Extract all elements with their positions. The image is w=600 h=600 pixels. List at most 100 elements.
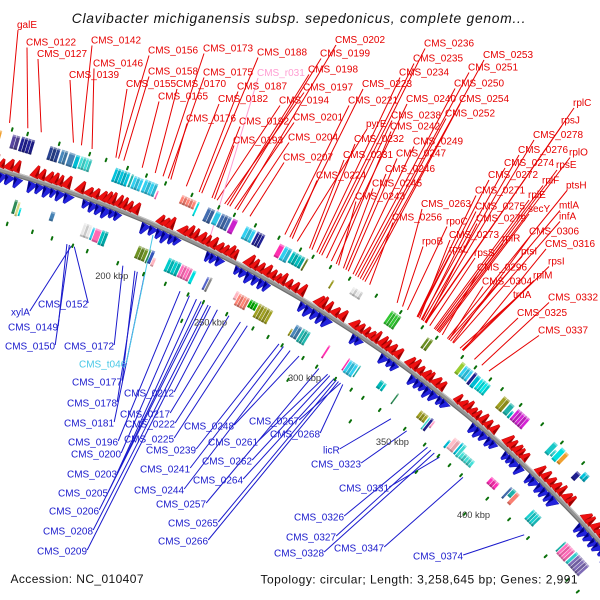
svg-text:CMS_t046: CMS_t046 xyxy=(79,360,127,371)
svg-text:CMS_0249: CMS_0249 xyxy=(413,137,463,148)
svg-text:CMS_0173: CMS_0173 xyxy=(203,44,253,55)
svg-text:CMS_0188: CMS_0188 xyxy=(257,48,307,59)
svg-text:pyrE: pyrE xyxy=(366,119,387,130)
svg-text:CMS_0207: CMS_0207 xyxy=(283,153,333,164)
svg-text:CMS_0326: CMS_0326 xyxy=(294,513,344,524)
svg-text:CMS_0150: CMS_0150 xyxy=(5,342,55,353)
svg-text:CMS_r031: CMS_r031 xyxy=(257,68,305,79)
svg-text:rpsI: rpsI xyxy=(548,257,565,268)
svg-text:CMS_0217: CMS_0217 xyxy=(120,410,170,421)
svg-text:CMS_0221: CMS_0221 xyxy=(348,96,398,107)
svg-text:CMS_0242: CMS_0242 xyxy=(390,122,440,133)
svg-text:rpsL: rpsL xyxy=(449,245,469,256)
svg-text:CMS_0244: CMS_0244 xyxy=(134,486,184,497)
svg-text:CMS_0149: CMS_0149 xyxy=(8,323,58,334)
svg-text:CMS_0306: CMS_0306 xyxy=(529,227,579,238)
svg-text:CMS_0265: CMS_0265 xyxy=(168,519,218,530)
svg-text:CMS_0202: CMS_0202 xyxy=(335,35,385,46)
svg-text:CMS_0156: CMS_0156 xyxy=(148,46,198,57)
svg-text:CMS_0273: CMS_0273 xyxy=(449,230,499,241)
svg-text:CMS_0208: CMS_0208 xyxy=(43,527,93,538)
svg-text:CMS_0139: CMS_0139 xyxy=(69,70,119,81)
svg-text:truA: truA xyxy=(513,290,532,301)
svg-text:CMS_0241: CMS_0241 xyxy=(140,465,190,476)
svg-text:CMS_0231: CMS_0231 xyxy=(343,150,393,161)
svg-text:galE: galE xyxy=(17,20,37,31)
svg-text:rpsJ: rpsJ xyxy=(561,116,580,127)
svg-text:CMS_0276: CMS_0276 xyxy=(518,145,568,156)
svg-text:CMS_0182: CMS_0182 xyxy=(218,94,268,105)
svg-text:400 kbp: 400 kbp xyxy=(457,510,490,520)
svg-text:CMS_0192: CMS_0192 xyxy=(239,117,289,128)
svg-text:rpsS: rpsS xyxy=(474,248,495,259)
svg-text:CMS_0268: CMS_0268 xyxy=(270,430,320,441)
svg-text:CMS_0178: CMS_0178 xyxy=(67,399,117,410)
svg-text:CMS_0296: CMS_0296 xyxy=(477,263,527,274)
svg-text:250 kbp: 250 kbp xyxy=(194,317,227,327)
svg-text:CMS_0142: CMS_0142 xyxy=(91,36,141,47)
svg-text:CMS_0177: CMS_0177 xyxy=(72,378,122,389)
svg-text:CMS_0225: CMS_0225 xyxy=(124,435,174,446)
svg-text:CMS_0232: CMS_0232 xyxy=(354,134,404,145)
svg-text:CMS_0198: CMS_0198 xyxy=(308,65,358,76)
svg-text:xylA: xylA xyxy=(11,308,30,319)
svg-text:rplM: rplM xyxy=(533,271,552,282)
svg-text:CMS_0261: CMS_0261 xyxy=(208,438,258,449)
svg-text:CMS_0332: CMS_0332 xyxy=(548,293,598,304)
svg-text:CMS_0165: CMS_0165 xyxy=(158,92,208,103)
svg-text:rpoC: rpoC xyxy=(446,217,468,228)
svg-text:300 kbp: 300 kbp xyxy=(288,373,321,383)
svg-text:CMS_0187: CMS_0187 xyxy=(237,82,287,93)
svg-text:CMS_0175: CMS_0175 xyxy=(203,68,253,79)
svg-text:Clavibacter michiganensis subs: Clavibacter michiganensis subsp. sepedon… xyxy=(72,11,526,26)
svg-text:CMS_0235: CMS_0235 xyxy=(413,54,463,65)
svg-text:licR: licR xyxy=(323,446,340,457)
svg-text:CMS_0199: CMS_0199 xyxy=(320,49,370,60)
svg-text:CMS_0252: CMS_0252 xyxy=(445,109,495,120)
svg-text:CMS_0246: CMS_0246 xyxy=(385,164,435,175)
svg-text:CMS_0248: CMS_0248 xyxy=(184,422,234,433)
svg-text:CMS_0254: CMS_0254 xyxy=(459,94,509,105)
svg-text:CMS_0257: CMS_0257 xyxy=(156,500,206,511)
svg-text:CMS_0200: CMS_0200 xyxy=(71,450,121,461)
svg-text:CMS_0331: CMS_0331 xyxy=(339,484,389,495)
svg-text:CMS_0253: CMS_0253 xyxy=(483,50,533,61)
svg-text:ptsH: ptsH xyxy=(566,181,587,192)
svg-text:CMS_0374: CMS_0374 xyxy=(413,552,463,563)
svg-text:CMS_0172: CMS_0172 xyxy=(64,342,114,353)
svg-text:infA: infA xyxy=(559,212,577,223)
svg-text:CMS_0127: CMS_0127 xyxy=(37,49,87,60)
svg-text:CMS_0194: CMS_0194 xyxy=(279,96,329,107)
svg-text:ptsI: ptsI xyxy=(521,247,537,258)
svg-text:CMS_0256: CMS_0256 xyxy=(392,213,442,224)
svg-text:CMS_0328: CMS_0328 xyxy=(274,549,324,560)
svg-text:CMS_0193: CMS_0193 xyxy=(233,136,283,147)
svg-text:CMS_0240: CMS_0240 xyxy=(406,94,456,105)
svg-text:CMS_0205: CMS_0205 xyxy=(58,489,108,500)
svg-text:CMS_0212: CMS_0212 xyxy=(124,389,174,400)
svg-text:CMS_0196: CMS_0196 xyxy=(68,438,118,449)
svg-text:CMS_0152: CMS_0152 xyxy=(38,300,88,311)
svg-text:CMS_0279: CMS_0279 xyxy=(476,214,526,225)
svg-text:200 kbp: 200 kbp xyxy=(95,271,128,281)
svg-text:secY: secY xyxy=(528,204,551,215)
svg-text:rpsE: rpsE xyxy=(556,160,577,171)
svg-text:rplC: rplC xyxy=(573,98,591,109)
svg-text:CMS_0347: CMS_0347 xyxy=(334,544,384,555)
svg-text:CMS_0263: CMS_0263 xyxy=(421,199,471,210)
svg-text:CMS_0323: CMS_0323 xyxy=(311,460,361,471)
svg-text:CMS_0176: CMS_0176 xyxy=(186,114,236,125)
svg-text:CMS_0264: CMS_0264 xyxy=(193,476,243,487)
svg-text:CMS_0236: CMS_0236 xyxy=(424,39,474,50)
svg-text:CMS_0316: CMS_0316 xyxy=(545,239,595,250)
svg-text:CMS_0203: CMS_0203 xyxy=(67,470,117,481)
svg-text:CMS_0201: CMS_0201 xyxy=(293,113,343,124)
svg-text:CMS_0234: CMS_0234 xyxy=(399,68,449,79)
svg-text:Topology: circular; Length: 3,: Topology: circular; Length: 3,258,645 bp… xyxy=(261,573,579,587)
svg-text:CMS_0271: CMS_0271 xyxy=(475,186,525,197)
svg-text:CMS_0206: CMS_0206 xyxy=(49,507,99,518)
svg-text:mtlA: mtlA xyxy=(559,201,579,212)
svg-text:CMS_0204: CMS_0204 xyxy=(288,133,338,144)
svg-text:rplE: rplE xyxy=(528,190,546,201)
svg-text:CMS_0247: CMS_0247 xyxy=(396,149,446,160)
